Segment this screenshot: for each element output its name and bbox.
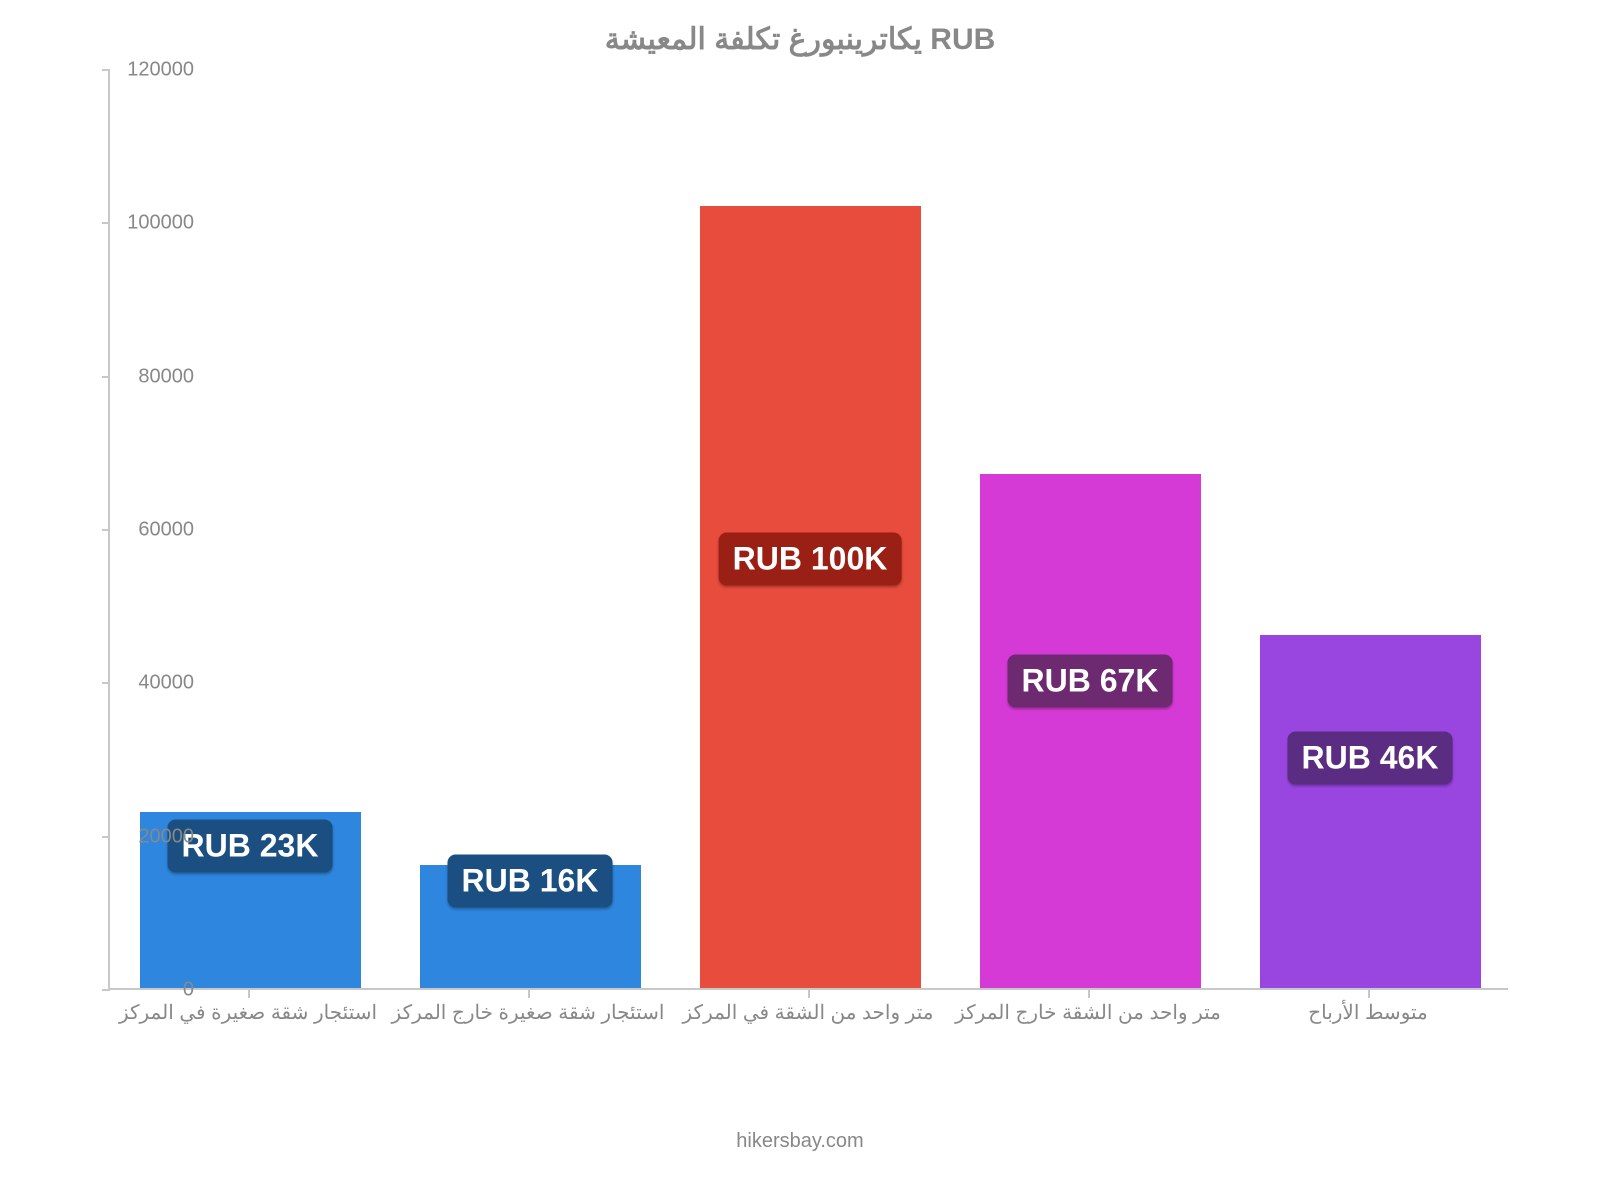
bar bbox=[1260, 635, 1481, 988]
chart-footer: hikersbay.com bbox=[0, 1130, 1600, 1153]
y-tick-mark bbox=[102, 376, 110, 378]
bar-value-label: RUB 100K bbox=[719, 532, 902, 585]
x-axis-label: استئجار شقة صغيرة في المركز bbox=[108, 1000, 388, 1025]
x-axis-labels: استئجار شقة صغيرة في المركزاستئجار شقة ص… bbox=[108, 1000, 1508, 1040]
y-tick-label: 20000 bbox=[114, 825, 194, 848]
x-axis-label: متوسط الأرباح bbox=[1228, 1000, 1508, 1025]
x-tick-mark bbox=[1368, 990, 1370, 998]
y-tick-label: 120000 bbox=[114, 59, 194, 82]
bar bbox=[700, 206, 921, 988]
y-tick-mark bbox=[102, 682, 110, 684]
x-axis-label: استئجار شقة صغيرة خارج المركز bbox=[388, 1000, 668, 1025]
x-axis-label: متر واحد من الشقة في المركز bbox=[668, 1000, 948, 1025]
y-tick-mark bbox=[102, 69, 110, 71]
y-tick-mark bbox=[102, 989, 110, 991]
bar-slot: RUB 100K bbox=[700, 68, 921, 988]
plot-area: RUB 23KRUB 16KRUB 100KRUB 67KRUB 46K bbox=[108, 70, 1508, 990]
y-tick-mark bbox=[102, 222, 110, 224]
y-tick-label: 100000 bbox=[114, 212, 194, 235]
x-tick-mark bbox=[528, 990, 530, 998]
y-tick-mark bbox=[102, 836, 110, 838]
y-tick-label: 80000 bbox=[114, 365, 194, 388]
y-tick-label: 60000 bbox=[114, 519, 194, 542]
x-tick-mark bbox=[808, 990, 810, 998]
bar-slot: RUB 16K bbox=[420, 68, 641, 988]
x-tick-mark bbox=[248, 990, 250, 998]
y-tick-label: 40000 bbox=[114, 672, 194, 695]
bars-layer: RUB 23KRUB 16KRUB 100KRUB 67KRUB 46K bbox=[110, 70, 1508, 988]
y-tick-mark bbox=[102, 529, 110, 531]
bar-slot: RUB 46K bbox=[1260, 68, 1481, 988]
bar-slot: RUB 67K bbox=[980, 68, 1201, 988]
x-tick-mark bbox=[1088, 990, 1090, 998]
bar bbox=[980, 474, 1201, 988]
bar-value-label: RUB 46K bbox=[1288, 732, 1453, 785]
bar-value-label: RUB 16K bbox=[448, 854, 613, 907]
x-axis-label: متر واحد من الشقة خارج المركز bbox=[948, 1000, 1228, 1025]
chart-title: يكاترينبورغ تكلفة المعيشة RUB bbox=[0, 22, 1600, 57]
bar-value-label: RUB 67K bbox=[1008, 655, 1173, 708]
y-tick-label: 0 bbox=[114, 979, 194, 1002]
